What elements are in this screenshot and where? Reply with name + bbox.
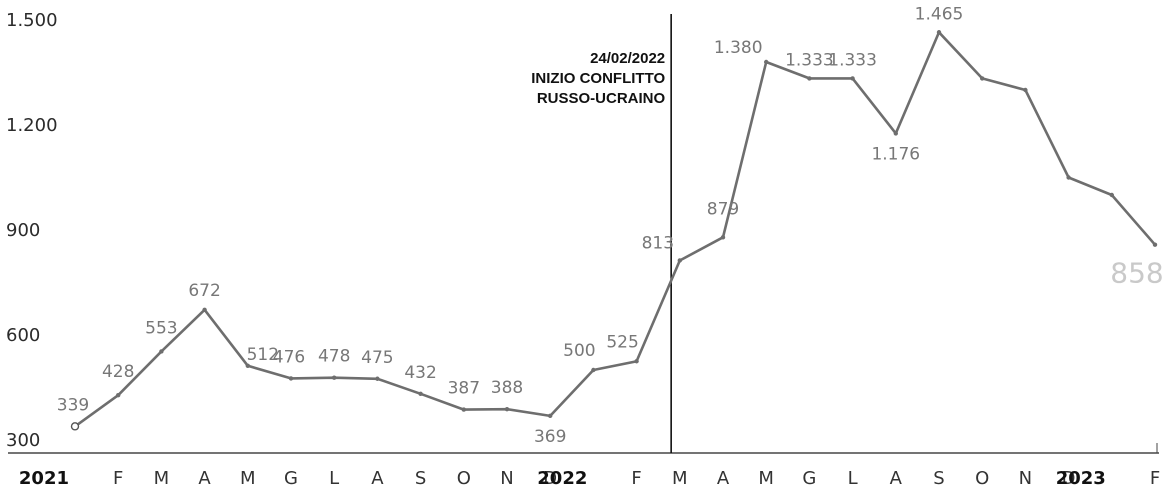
y-tick-label: 600 <box>6 325 40 346</box>
data-label: 428 <box>102 362 134 382</box>
x-year-label: 2022 <box>537 468 587 487</box>
data-label: 388 <box>491 378 523 398</box>
data-label: 476 <box>273 347 305 367</box>
x-month-label: F <box>631 468 641 487</box>
y-tick-label: 1.200 <box>6 115 58 136</box>
data-label: 1.333 <box>828 50 877 70</box>
data-label: 1.333 <box>785 50 834 70</box>
data-label: 500 <box>563 341 595 361</box>
x-month-label: G <box>284 468 298 487</box>
data-point <box>202 307 207 312</box>
data-point <box>634 359 639 364</box>
x-month-label: A <box>717 468 730 487</box>
data-point <box>1152 242 1158 247</box>
x-month-label: F <box>113 468 123 487</box>
data-point <box>548 413 553 419</box>
data-point <box>375 376 380 381</box>
data-label: 432 <box>404 363 436 383</box>
data-point <box>504 407 510 412</box>
data-point <box>850 76 855 81</box>
x-month-label: D <box>1062 468 1076 487</box>
y-tick-label: 300 <box>6 430 40 451</box>
data-point <box>1023 87 1028 93</box>
data-point <box>418 391 423 396</box>
data-label: 475 <box>361 348 393 368</box>
x-month-label: N <box>500 468 513 487</box>
x-year-label: 2021 <box>19 468 69 487</box>
x-month-label: M <box>240 468 256 487</box>
x-month-label: O <box>975 468 989 487</box>
data-point <box>332 375 337 380</box>
x-month-label: M <box>758 468 774 487</box>
data-point <box>936 30 942 35</box>
x-month-label: O <box>457 468 471 487</box>
x-month-label: S <box>933 468 944 487</box>
x-month-label: M <box>154 468 170 487</box>
series-line <box>73 30 1157 428</box>
data-point <box>591 367 596 373</box>
data-label: 1.380 <box>714 38 763 58</box>
data-label: 879 <box>707 199 739 219</box>
x-month-label: L <box>329 468 339 487</box>
data-point <box>807 76 812 81</box>
x-month-label: F <box>1150 468 1160 487</box>
data-label: 387 <box>448 379 480 399</box>
x-month-label: D <box>543 468 557 487</box>
data-point <box>245 363 250 368</box>
x-month-label: A <box>198 468 211 487</box>
start-marker <box>70 422 80 431</box>
data-point <box>159 349 164 354</box>
data-label: 478 <box>318 347 350 367</box>
x-month-label: N <box>1019 468 1032 487</box>
conflict-annotation-line: 24/02/2022 <box>590 50 665 67</box>
x-month-label: M <box>672 468 688 487</box>
data-label: 813 <box>642 233 674 253</box>
data-label: 1.465 <box>915 4 964 24</box>
data-label: 553 <box>145 318 177 338</box>
y-tick-label: 1.500 <box>6 10 58 31</box>
data-point <box>1066 175 1071 180</box>
data-label: 858 <box>1110 257 1163 290</box>
x-month-label: A <box>371 468 384 487</box>
data-point <box>893 131 898 136</box>
data-point <box>116 393 121 398</box>
data-label: 512 <box>247 345 279 365</box>
y-tick-label: 900 <box>6 220 40 241</box>
data-point <box>461 407 466 412</box>
data-label: 369 <box>534 427 566 447</box>
data-label: 339 <box>57 395 89 415</box>
data-label: 1.176 <box>871 144 920 164</box>
data-label: 525 <box>606 332 638 352</box>
data-point <box>980 76 985 81</box>
data-point <box>288 376 294 381</box>
data-point <box>764 59 769 65</box>
x-month-label: G <box>802 468 816 487</box>
x-month-label: L <box>848 468 858 487</box>
x-month-label: S <box>415 468 426 487</box>
conflict-annotation-line: RUSSO-UCRAINO <box>537 90 666 107</box>
conflict-annotation-line: INIZIO CONFLITTO <box>531 70 665 87</box>
x-month-label: A <box>890 468 903 487</box>
data-point <box>677 258 682 263</box>
data-point <box>720 235 726 240</box>
data-point <box>1109 192 1115 198</box>
x-year-label: 2023 <box>1056 468 1106 487</box>
data-label: 672 <box>188 281 220 301</box>
